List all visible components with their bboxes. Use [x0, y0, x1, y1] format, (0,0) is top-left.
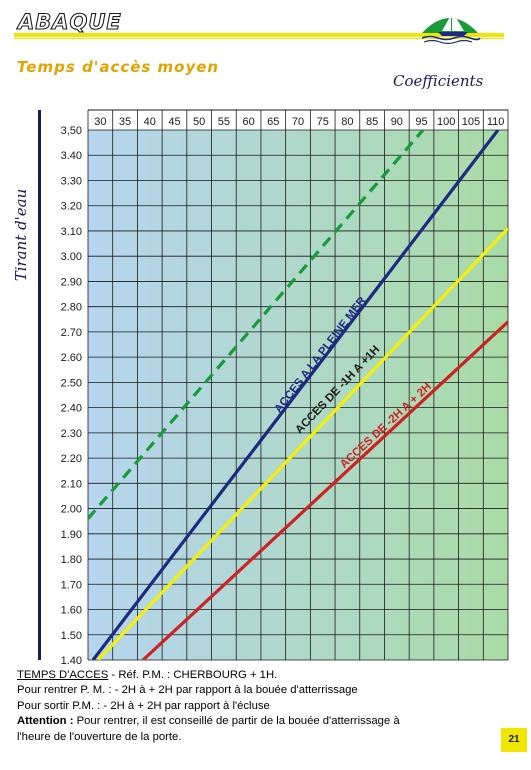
series-line-1 — [88, 130, 425, 520]
page-title: ABAQUE — [17, 9, 122, 34]
y-tick-label: 1.60 — [61, 605, 82, 617]
footer-line-1: TEMPS D'ACCES - Réf. P.M. : CHERBOURG + … — [17, 668, 400, 683]
y-tick-label: 1.50 — [61, 630, 82, 642]
y-tick-label: 3.40 — [61, 150, 82, 162]
x-tick-label: 95 — [415, 116, 427, 128]
y-tick-label: 2.90 — [61, 276, 82, 288]
x-tick-header-band — [88, 110, 508, 130]
x-tick-label: 65 — [267, 116, 279, 128]
x-tick-label: 45 — [168, 116, 180, 128]
x-tick-label: 30 — [94, 116, 106, 128]
y-tick-label: 2.30 — [61, 428, 82, 440]
left-accent-bar — [38, 110, 41, 660]
y-tick-label: 3.10 — [61, 226, 82, 238]
y-tick-label: 2.80 — [61, 302, 82, 314]
y-tick-label: 2.00 — [61, 504, 82, 516]
page-subtitle: Temps d'accès moyen — [17, 58, 220, 76]
x-tick-label: 110 — [487, 116, 505, 128]
footer-notes: TEMPS D'ACCES - Réf. P.M. : CHERBOURG + … — [17, 668, 400, 745]
header-rule-thin — [14, 38, 504, 39]
x-tick-label: 75 — [317, 116, 329, 128]
footer-line-2: Pour rentrer P. M. : - 2H à + 2H par rap… — [17, 684, 358, 697]
y-tick-label: 2.40 — [61, 403, 82, 415]
footer-attention-text: Pour rentrer, il est conseillé de partir… — [73, 715, 400, 728]
x-tick-label: 60 — [242, 116, 254, 128]
x-tick-label: 40 — [144, 116, 156, 128]
footer-line-3: Pour sortir P.M. : - 2H à + 2H par rappo… — [17, 699, 270, 712]
y-tick-label: 2.20 — [61, 453, 82, 465]
y-tick-label: 3.30 — [61, 175, 82, 187]
y-tick-label: 3,50 — [61, 125, 82, 137]
series-line-2 — [91, 130, 500, 660]
y-tick-label: 3.20 — [61, 201, 82, 213]
page-number-badge: 21 — [501, 728, 527, 752]
x-tick-label: 105 — [462, 116, 480, 128]
y-tick-label: 1.70 — [61, 579, 82, 591]
footer-label-temps: TEMPS D'ACCES — [17, 669, 109, 681]
y-tick-label: 1.90 — [61, 529, 82, 541]
footer-ref: - Réf. P.M. : CHERBOURG + 1H. — [108, 669, 278, 681]
x-tick-label: 85 — [366, 116, 378, 128]
x-tick-label: 55 — [218, 116, 230, 128]
series-line-4 — [141, 320, 508, 660]
series-line-3 — [96, 227, 508, 660]
footer-attention: Attention : — [17, 715, 74, 728]
y-tick-label: 2.70 — [61, 327, 82, 339]
x-tick-label: 70 — [292, 116, 304, 128]
x-axis-label: Coefficients — [393, 72, 484, 90]
x-tick-label: 35 — [119, 116, 131, 128]
sailboat-logo-icon — [421, 11, 481, 45]
x-tick-label: 100 — [437, 116, 455, 128]
header-rule — [14, 33, 504, 37]
x-tick-label: 90 — [391, 116, 403, 128]
y-tick-label: 2.60 — [61, 352, 82, 364]
footer-line-5: l'heure de l'ouverture de la porte. — [17, 730, 182, 743]
x-tick-label: 80 — [341, 116, 353, 128]
y-tick-label: 1.40 — [61, 655, 82, 667]
y-tick-label: 2.50 — [61, 377, 82, 389]
x-tick-label: 50 — [193, 116, 205, 128]
y-tick-label: 2.10 — [61, 478, 82, 490]
footer-line-4: Attention : Pour rentrer, il est conseil… — [17, 714, 400, 729]
y-tick-label: 1.80 — [61, 554, 82, 566]
y-tick-label: 3.00 — [61, 251, 82, 263]
